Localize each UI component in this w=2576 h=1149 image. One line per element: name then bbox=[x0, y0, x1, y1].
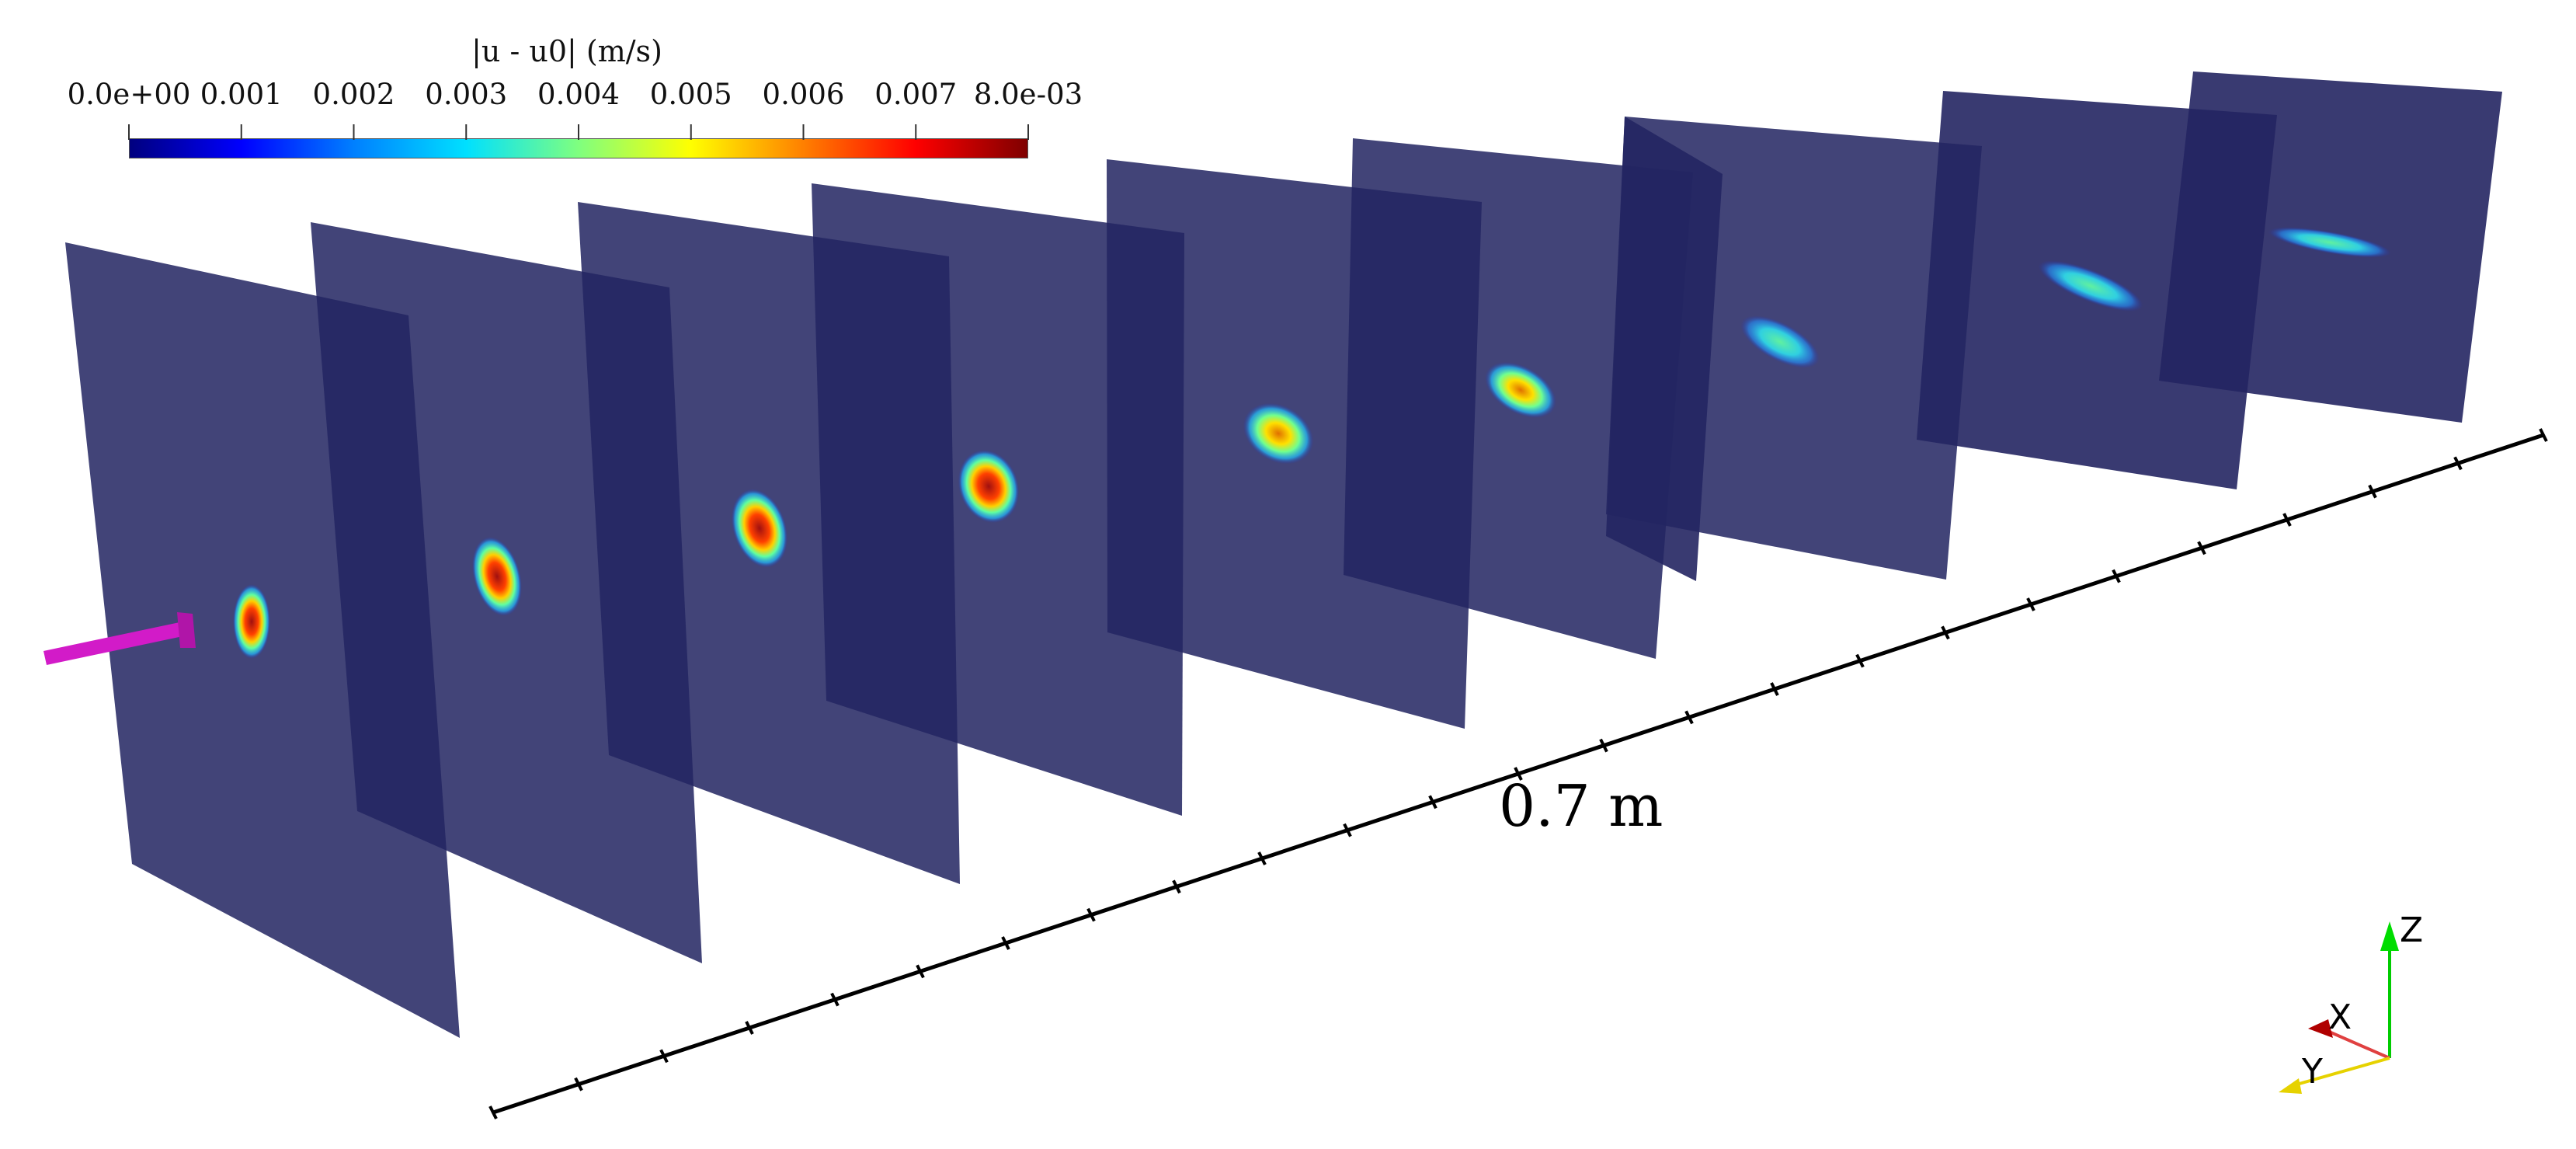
colorbar-tick-label: 8.0e-03 bbox=[973, 78, 1083, 111]
slice-plane-8 bbox=[1917, 91, 2277, 489]
axis-tick bbox=[1086, 907, 1096, 922]
colorbar-tick-label: 0.006 bbox=[762, 78, 845, 111]
axis-tick bbox=[1001, 936, 1010, 950]
length-axis bbox=[488, 428, 2548, 1119]
colorbar-tick-label: 0.0e+00 bbox=[67, 78, 191, 111]
colorbar-tick-label: 0.002 bbox=[312, 78, 395, 111]
axis-length-label: 0.7 m bbox=[1499, 773, 1663, 840]
orientation-triad bbox=[2279, 921, 2399, 1094]
slice-plane-5 bbox=[1107, 159, 1482, 729]
colorbar-title: |u - u0| (m/s) bbox=[471, 34, 662, 68]
probe-rod bbox=[43, 612, 196, 665]
axis-tick bbox=[659, 1049, 669, 1064]
axis-tick bbox=[1172, 879, 1181, 894]
axis-tick bbox=[1514, 767, 1523, 781]
triad-y-label: Y bbox=[2302, 1052, 2323, 1092]
axis-tick bbox=[2026, 597, 2035, 611]
colorbar-tick-label: 0.001 bbox=[200, 78, 283, 111]
axis-tick bbox=[1684, 710, 1694, 725]
triad-z-label: Z bbox=[2400, 910, 2424, 950]
colorbar-tick-label: 0.005 bbox=[649, 78, 732, 111]
axis-tick bbox=[1770, 682, 1779, 696]
axis-tick bbox=[2197, 541, 2206, 555]
axis-tick bbox=[2112, 569, 2121, 583]
axis-tick bbox=[1257, 851, 1267, 865]
axis-tick bbox=[2453, 456, 2463, 471]
axis-ticks bbox=[488, 428, 2548, 1119]
axis-tick bbox=[574, 1077, 583, 1092]
axis-tick bbox=[916, 964, 925, 979]
triad-x-label: X bbox=[2328, 998, 2352, 1037]
colorbar-tick-label: 0.007 bbox=[874, 78, 958, 111]
axis-tick bbox=[488, 1105, 498, 1119]
axis-tick bbox=[2282, 513, 2292, 527]
axis-tick bbox=[1941, 625, 1950, 640]
axis-tick bbox=[830, 992, 840, 1007]
axis-tick bbox=[2368, 484, 2377, 499]
axis-tick bbox=[1599, 738, 1608, 753]
slice-plane-1 bbox=[65, 242, 460, 1038]
axis-tick bbox=[1343, 823, 1352, 837]
axis-tick bbox=[745, 1021, 754, 1035]
axis-tick bbox=[2539, 428, 2548, 442]
axis-tick bbox=[1855, 653, 1865, 668]
colorbar-tick-label: 0.004 bbox=[537, 78, 620, 111]
axis-tick bbox=[1428, 795, 1437, 810]
colorbar bbox=[129, 138, 1028, 158]
colorbar-tick-label: 0.003 bbox=[425, 78, 508, 111]
